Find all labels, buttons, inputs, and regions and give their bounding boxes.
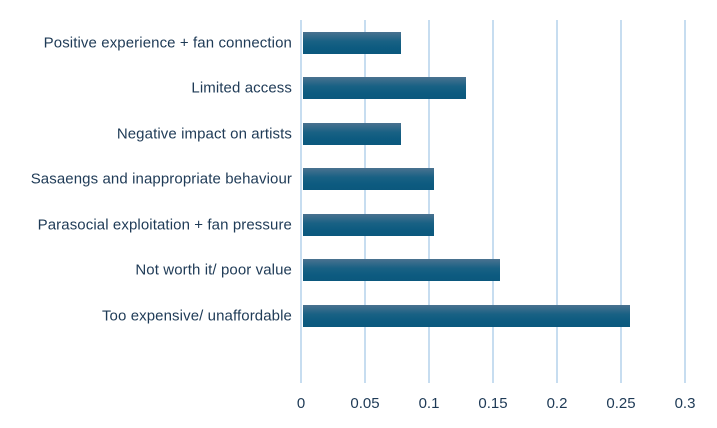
bar (302, 122, 402, 145)
bar (302, 31, 402, 54)
category-label: Limited access (191, 79, 292, 97)
gridline (492, 20, 494, 383)
bar (302, 213, 435, 236)
category-label: Positive experience + fan connection (43, 34, 292, 52)
gridline (300, 20, 302, 383)
category-label: Negative impact on artists (116, 125, 292, 143)
bar (302, 259, 500, 282)
bar (302, 168, 435, 191)
x-tick-label: 0.3 (674, 395, 696, 412)
category-label: Parasocial exploitation + fan pressure (37, 216, 292, 234)
category-label: Too expensive/ unaffordable (101, 307, 292, 325)
x-tick-label: 0.1 (418, 395, 440, 412)
gridline (364, 20, 366, 383)
category-label: Sasaengs and inappropriate behaviour (30, 170, 292, 188)
bar (302, 304, 631, 327)
category-label: Not worth it/ poor value (135, 261, 292, 279)
x-tick-label: 0 (296, 395, 306, 412)
gridline (684, 20, 686, 383)
x-tick-label: 0.05 (350, 395, 380, 412)
gridline (620, 20, 622, 383)
x-tick-label: 0.15 (478, 395, 508, 412)
gridline (556, 20, 558, 383)
bar (302, 77, 467, 100)
gridline (428, 20, 430, 383)
x-tick-label: 0.25 (606, 395, 636, 412)
x-tick-label: 0.2 (546, 395, 568, 412)
plot-area (300, 20, 686, 383)
